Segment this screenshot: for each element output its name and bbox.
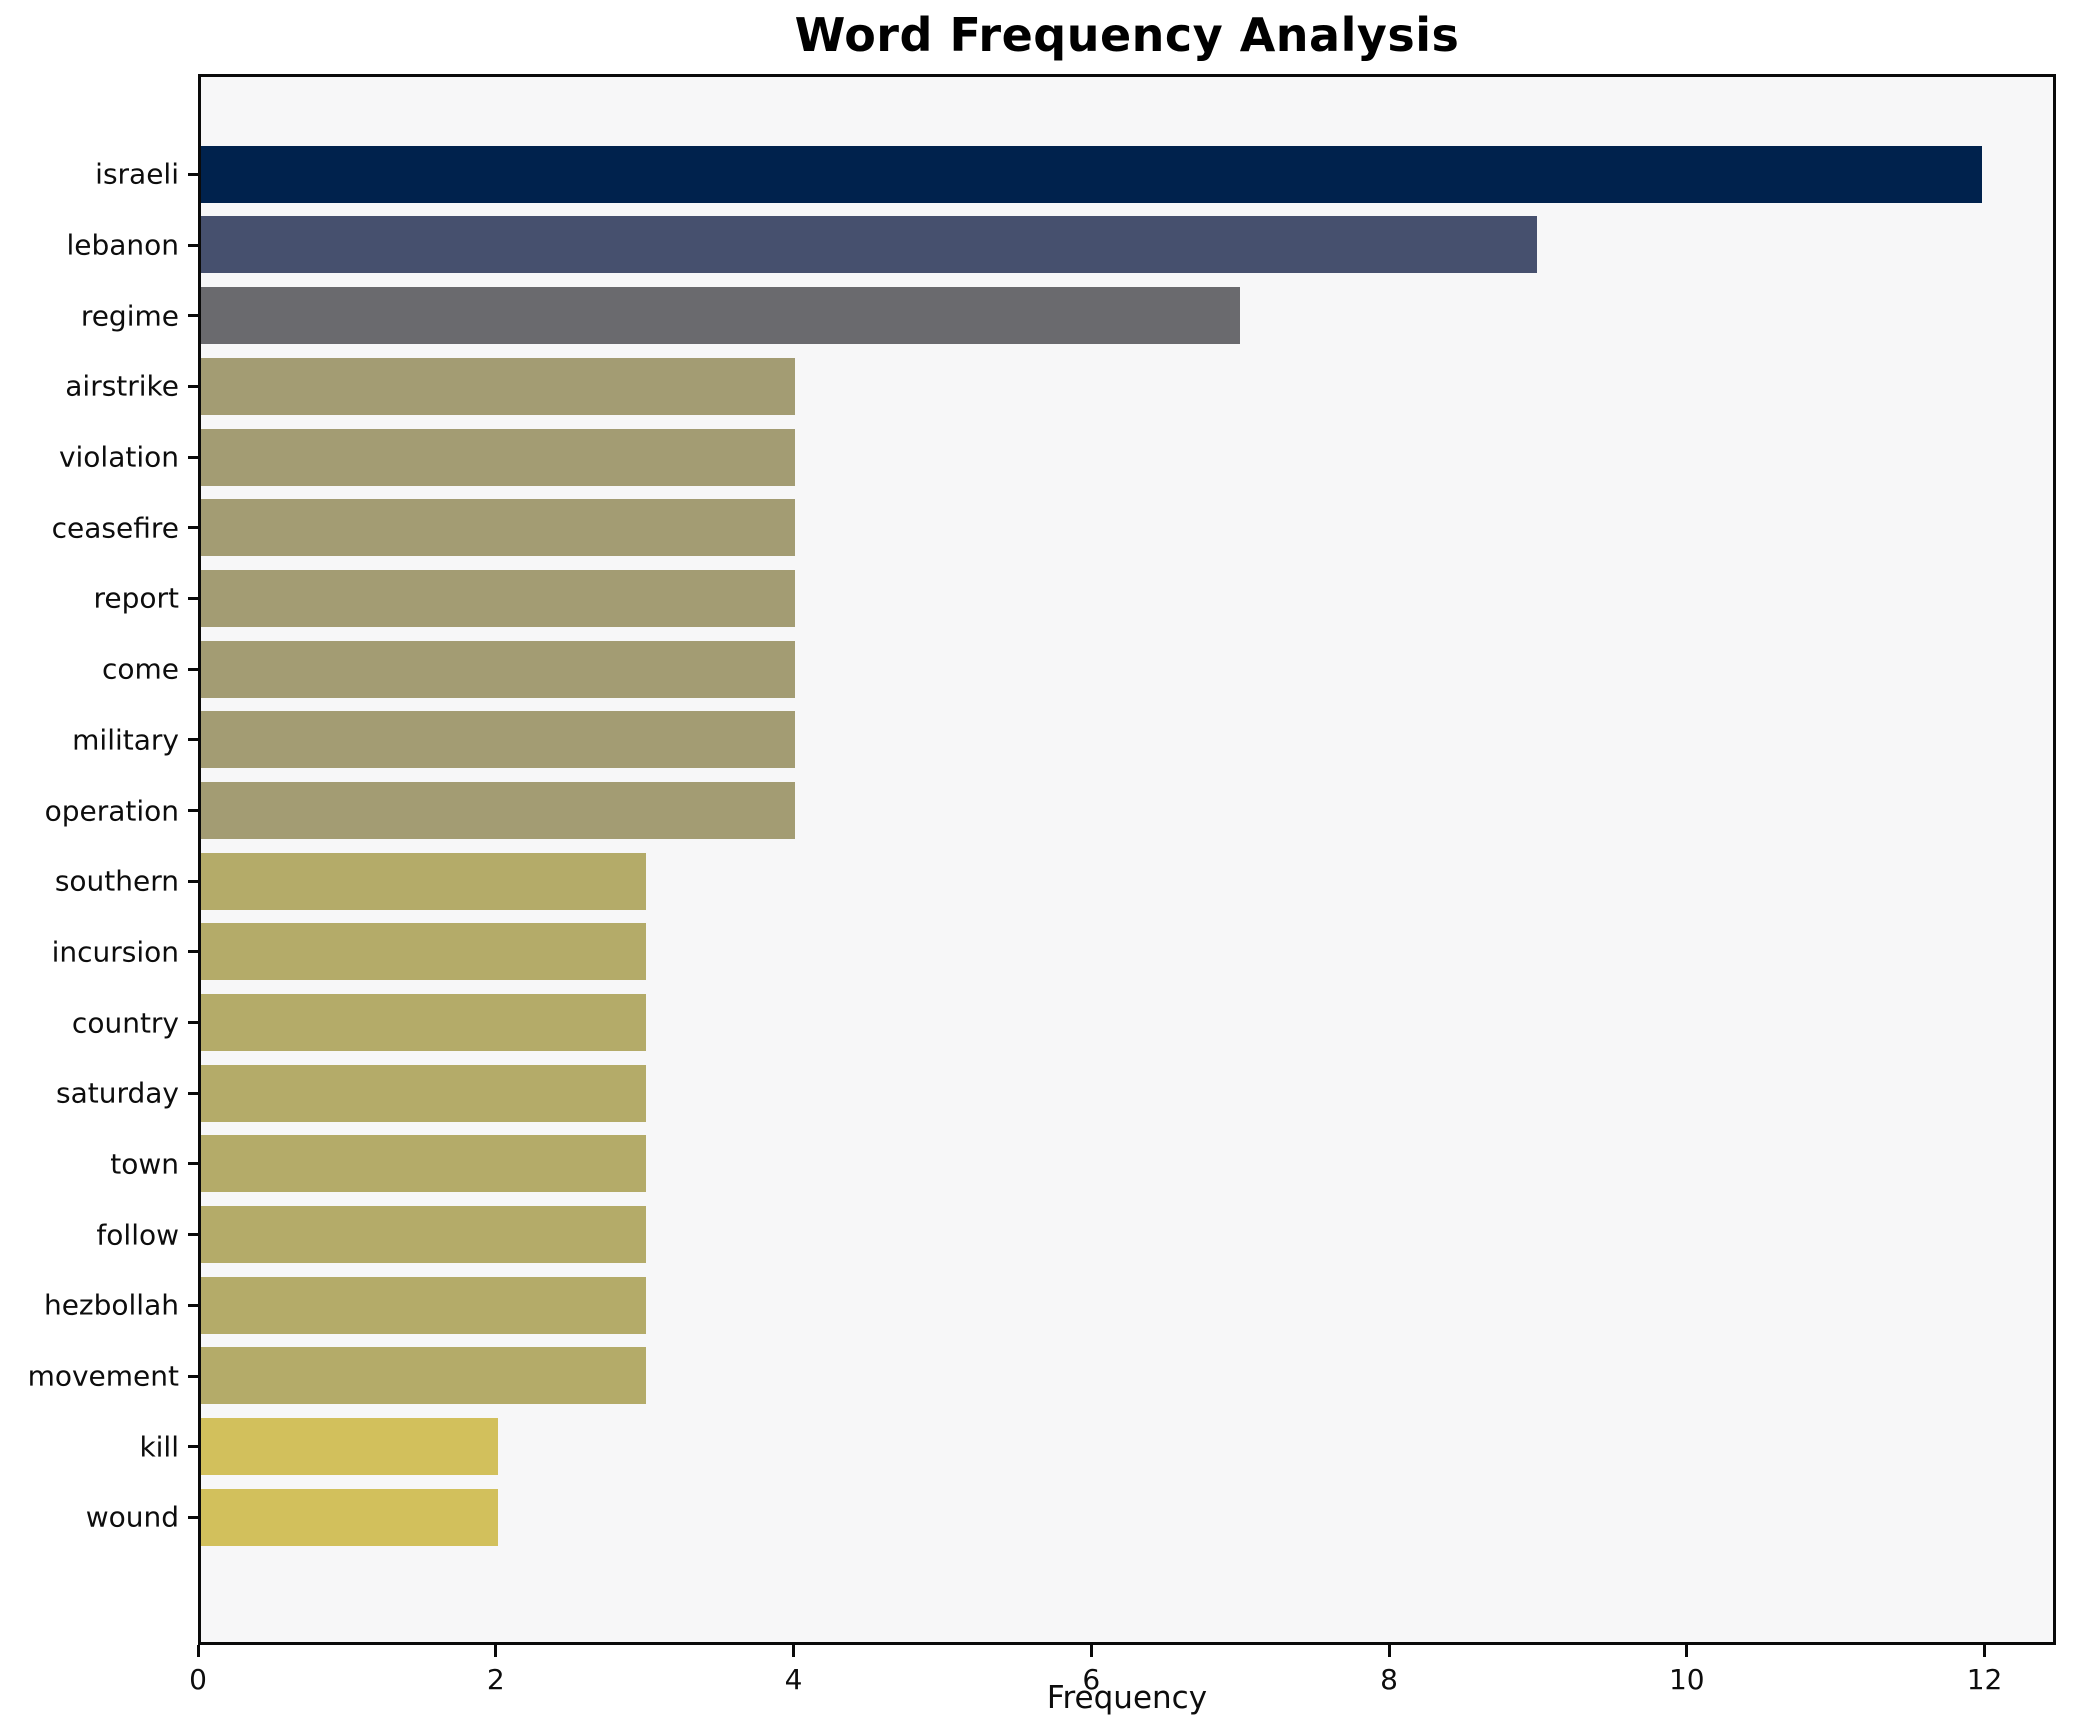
y-tick: [188, 1445, 198, 1449]
y-axis-label-kill: kill: [139, 1430, 179, 1464]
y-axis-label-southern: southern: [54, 864, 179, 898]
y-axis-label-regime: regime: [80, 299, 179, 333]
y-tick: [188, 667, 198, 671]
bar-row: town: [110, 1129, 2053, 1200]
x-tick: [1089, 1645, 1093, 1657]
bar-row: kill: [139, 1411, 2053, 1482]
bar-row: violation: [59, 422, 2053, 493]
y-tick: [188, 950, 198, 954]
y-axis-label-movement: movement: [27, 1359, 179, 1393]
y-tick: [188, 314, 198, 318]
bar-row: movement: [28, 1341, 2053, 1412]
y-axis-label-saturday: saturday: [56, 1076, 179, 1110]
y-axis-label-violation: violation: [58, 440, 179, 474]
x-axis-title: Frequency: [1046, 1680, 1208, 1716]
bar-military: [201, 711, 795, 769]
x-tick-label: 12: [1966, 1663, 2003, 1696]
y-tick: [188, 1303, 198, 1307]
x-tick: [494, 1645, 498, 1657]
bar-hezbollah: [201, 1276, 647, 1334]
bar-row: hezbollah: [44, 1270, 2053, 1341]
x-tick-label: 2: [486, 1663, 505, 1696]
y-axis-label-report: report: [93, 581, 179, 615]
x-tick: [792, 1645, 795, 1657]
bar-violation: [201, 428, 795, 486]
x-tick: [1685, 1645, 1689, 1657]
bar-row: saturday: [56, 1058, 2053, 1129]
y-tick: [188, 1162, 198, 1166]
x-tick-label: 10: [1668, 1663, 1705, 1696]
x-tick-label: 0: [189, 1663, 207, 1696]
y-axis-label-country: country: [71, 1006, 179, 1040]
bar-incursion: [201, 923, 647, 981]
bar-operation: [201, 781, 795, 839]
bar-row: regime: [81, 280, 2053, 351]
y-tick: [188, 1021, 198, 1025]
bar-lebanon: [201, 216, 1537, 274]
bar-regime: [201, 287, 1240, 345]
bar-airstrike: [201, 357, 795, 415]
y-axis-label-incursion: incursion: [51, 935, 179, 969]
bar-row: incursion: [52, 917, 2053, 988]
plot-area: israeli lebanon regime airstrike violation ce…: [28, 74, 2056, 1645]
y-tick: [188, 1515, 198, 1519]
bar-row: southern: [55, 846, 2053, 917]
bar-movement: [201, 1347, 647, 1405]
y-tick: [188, 384, 198, 388]
bar-row: wound: [86, 1482, 2053, 1553]
bar-row: ceasefire: [52, 492, 2053, 563]
y-tick: [188, 1091, 198, 1095]
bar-row: airstrike: [65, 351, 2053, 422]
bar-row: operation: [45, 775, 2053, 846]
y-tick: [188, 1374, 198, 1378]
bar-kill: [201, 1418, 498, 1476]
bar-row: country: [72, 987, 2053, 1058]
bar-report: [201, 569, 795, 627]
bar-wound: [201, 1488, 498, 1546]
y-tick: [188, 455, 198, 459]
x-tick-label: 6: [1082, 1663, 1101, 1696]
bar-southern: [201, 852, 647, 910]
x-tick: [1387, 1645, 1391, 1657]
y-axis-label-ceasefire: ceasefire: [51, 511, 179, 545]
bar-israeli: [201, 145, 1982, 203]
bar-row: follow: [96, 1199, 2053, 1270]
bars-container: israeli lebanon regime airstrike violation ce…: [28, 139, 2053, 1553]
y-axis-label-airstrike: airstrike: [65, 369, 179, 403]
y-axis-label-town: town: [110, 1147, 179, 1181]
y-tick: [188, 879, 198, 883]
chart-title: Word Frequency Analysis: [794, 8, 1460, 62]
bar-row: israeli: [95, 139, 2053, 210]
y-tick: [188, 596, 198, 600]
y-tick: [188, 738, 198, 742]
x-tick: [196, 1645, 200, 1657]
bar-come: [201, 640, 795, 698]
y-axis-label-follow: follow: [96, 1218, 179, 1252]
bar-ceasefire: [201, 499, 795, 557]
bar-follow: [201, 1206, 647, 1264]
y-axis-label-israeli: israeli: [95, 157, 179, 191]
bar-saturday: [201, 1064, 647, 1122]
x-tick: [1983, 1645, 1987, 1657]
y-tick: [188, 1233, 198, 1237]
bar-row: come: [102, 634, 2053, 705]
y-tick: [188, 526, 198, 530]
bar-country: [201, 994, 647, 1052]
bar-row: military: [72, 705, 2053, 776]
bar-town: [201, 1135, 647, 1193]
x-tick-label: 8: [1380, 1663, 1398, 1696]
x-tick-label: 4: [784, 1663, 803, 1696]
y-axis-label-hezbollah: hezbollah: [43, 1288, 179, 1322]
y-axis-label-come: come: [101, 652, 179, 686]
y-axis-label-lebanon: lebanon: [66, 228, 179, 262]
y-tick: [188, 243, 198, 247]
y-axis-label-operation: operation: [44, 794, 179, 828]
y-axis-label-military: military: [72, 723, 179, 757]
bar-row: report: [93, 563, 2053, 634]
y-tick: [188, 172, 198, 176]
bar-row: lebanon: [66, 210, 2053, 281]
y-tick: [188, 809, 198, 813]
y-axis-label-wound: wound: [85, 1500, 179, 1534]
